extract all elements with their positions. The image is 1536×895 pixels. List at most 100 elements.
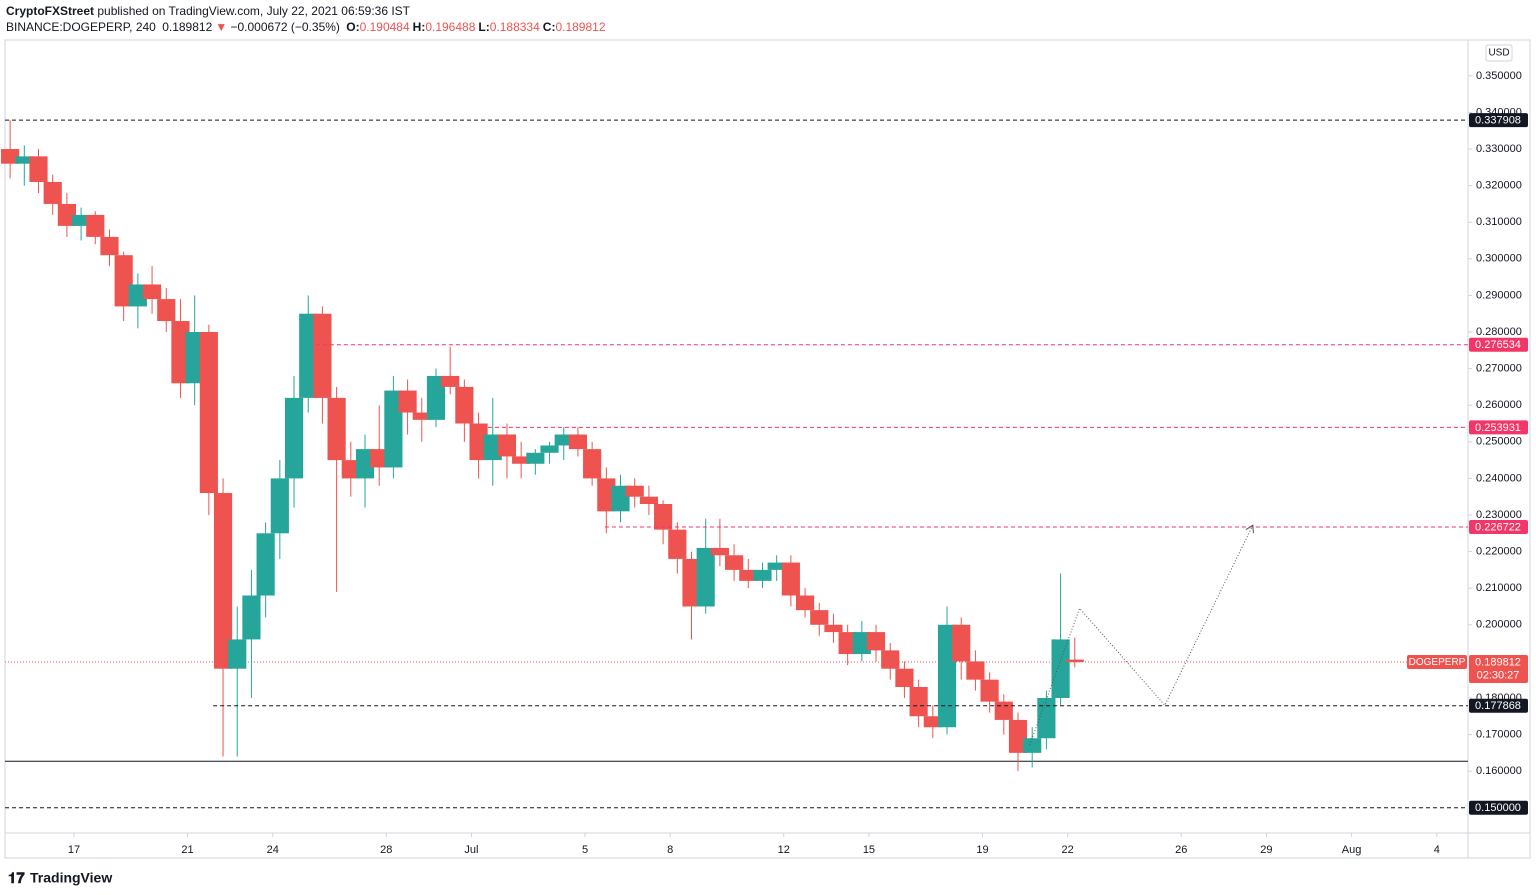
field-value: 0.188334 <box>489 20 540 34</box>
candle-body <box>228 639 247 669</box>
candle-body <box>654 504 673 530</box>
candle-body <box>57 203 76 226</box>
level-label-box <box>1469 519 1528 534</box>
level-label: 0.253931 <box>1475 422 1521 434</box>
field-value: 0.190484 <box>359 20 410 34</box>
candle-body <box>824 624 843 633</box>
field-label: C: <box>542 20 556 34</box>
countdown: 02:30:27 <box>1477 669 1520 681</box>
logo-mark: 𝟏𝟕 <box>8 870 25 887</box>
level-label: 0.150000 <box>1475 802 1521 814</box>
level-label: 0.177868 <box>1475 700 1521 712</box>
footer-logo: 𝟏𝟕 <box>8 870 25 887</box>
y-tick-label: 0.230000 <box>1476 509 1522 521</box>
level-label: 0.337908 <box>1475 115 1521 127</box>
candle-body <box>781 562 800 596</box>
x-tick-label: 29 <box>1260 844 1272 856</box>
y-tick-label: 0.210000 <box>1476 582 1522 594</box>
field-label: H: <box>412 20 426 34</box>
candle-body <box>597 478 616 512</box>
candle-body <box>355 449 375 479</box>
candle-body <box>426 375 446 420</box>
candle-body <box>483 434 502 461</box>
candle-body <box>213 493 233 669</box>
y-tick-label: 0.260000 <box>1476 399 1522 411</box>
candle-body <box>625 485 644 497</box>
candle-body <box>384 390 403 468</box>
projection-path <box>1029 525 1254 746</box>
field-label: L: <box>478 20 490 34</box>
brand: TradingView <box>30 870 112 886</box>
candle-body <box>852 632 871 655</box>
candle-body <box>994 701 1013 720</box>
candle-body <box>895 668 914 687</box>
x-tick-label: 26 <box>1175 844 1187 856</box>
candle-body <box>696 547 715 607</box>
last-price-box <box>1469 655 1528 684</box>
candle-body <box>15 156 34 164</box>
x-tick-label: 17 <box>68 844 80 856</box>
candle-body <box>1065 659 1084 663</box>
y-tick-label: 0.290000 <box>1476 289 1522 301</box>
published: published on TradingView.com, July 22, 2… <box>97 4 411 18</box>
y-tick-label: 0.300000 <box>1476 253 1522 265</box>
candle-body <box>512 456 531 464</box>
y-tick-label: 0.310000 <box>1476 216 1522 228</box>
symbol-box <box>1407 655 1467 670</box>
candle-body <box>909 686 928 717</box>
x-tick-label: 5 <box>582 844 588 856</box>
candle-body <box>767 562 786 570</box>
level-label-box <box>1469 337 1528 352</box>
author: CryptoFXStreet <box>6 4 95 18</box>
x-tick-label: 28 <box>380 844 392 856</box>
candle-body <box>171 321 190 384</box>
x-tick-label: Aug <box>1342 844 1362 856</box>
candle-body <box>469 423 488 461</box>
candle-body <box>29 156 48 182</box>
candle-body <box>583 449 602 479</box>
candle-body <box>881 650 900 669</box>
frame <box>4 39 1531 859</box>
change: −0.000672 (−0.35%) <box>230 20 340 34</box>
candle-body <box>1051 639 1070 698</box>
candle-body <box>341 460 360 479</box>
candle-body <box>838 632 857 655</box>
candle-body <box>966 661 985 680</box>
candle-body <box>114 255 133 307</box>
y-tick-label: 0.350000 <box>1476 70 1522 82</box>
candle-body <box>270 478 289 534</box>
candle-body <box>952 624 971 662</box>
candle-body <box>43 181 62 204</box>
symbol-label: DOGEPERP <box>1409 657 1466 668</box>
candle-body <box>540 445 559 453</box>
x-tick-label: 4 <box>1434 844 1440 856</box>
candle-body <box>441 375 460 387</box>
x-tick-label: 22 <box>1062 844 1074 856</box>
candle-body <box>128 284 147 307</box>
candle-body <box>710 547 729 556</box>
arrow: ▼ <box>215 20 228 34</box>
x-tick-label: 19 <box>976 844 988 856</box>
candle-body <box>1037 697 1056 739</box>
candle-body <box>668 529 687 559</box>
level-label: 0.276534 <box>1475 339 1521 351</box>
candle-body <box>313 313 332 398</box>
candle-body <box>142 284 162 300</box>
candle-body <box>327 397 346 461</box>
y-tick-label: 0.320000 <box>1476 180 1522 192</box>
candle-body <box>810 610 829 625</box>
candle-body <box>86 214 105 237</box>
candle-body <box>1023 738 1042 753</box>
currency-box <box>1485 44 1513 62</box>
candle-body <box>866 632 886 651</box>
candle-body <box>284 397 304 479</box>
y-tick-label: 0.170000 <box>1476 728 1522 740</box>
y-tick-label: 0.250000 <box>1476 436 1522 448</box>
candle-body <box>725 555 744 570</box>
candle-body <box>398 390 417 413</box>
y-tick-label: 0.200000 <box>1476 619 1522 631</box>
y-tick-label: 0.160000 <box>1476 765 1522 777</box>
candle-body <box>157 299 176 322</box>
